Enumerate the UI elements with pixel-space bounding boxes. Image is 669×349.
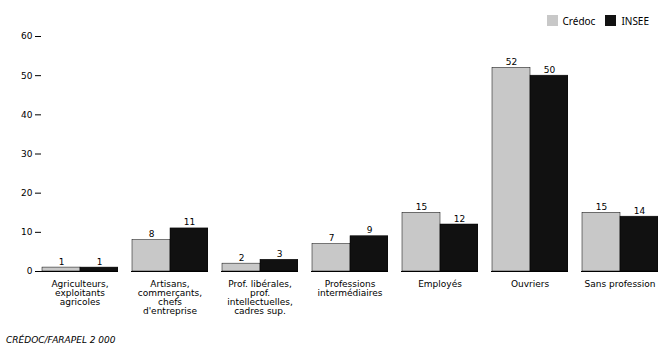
html-text:Crédoc: Crédoc xyxy=(562,13,596,28)
svg-text:2: 2 xyxy=(239,253,245,263)
svg-text:15: 15 xyxy=(596,202,607,212)
svg-text:Agriculteurs,exploitantsagrico: Agriculteurs,exploitantsagricoles xyxy=(51,279,108,307)
svg-text:1: 1 xyxy=(59,257,65,267)
svg-text:9: 9 xyxy=(367,225,373,235)
svg-text:20: 20 xyxy=(21,188,33,198)
svg-text:40: 40 xyxy=(21,110,33,120)
svg-text:Artisans,commerçants,chefsd'en: Artisans,commerçants,chefsd'entreprise xyxy=(138,279,202,316)
svg-text:50: 50 xyxy=(21,71,33,81)
svg-text:11: 11 xyxy=(184,217,195,227)
svg-text:Employés: Employés xyxy=(418,279,462,289)
svg-text:15: 15 xyxy=(416,202,427,212)
svg-text:8: 8 xyxy=(149,229,155,239)
svg-text:10: 10 xyxy=(21,227,33,237)
svg-text:Ouvriers: Ouvriers xyxy=(511,279,550,289)
svg-text:0: 0 xyxy=(27,266,33,276)
svg-text:Professionsintermédiaires: Professionsintermédiaires xyxy=(317,279,382,298)
svg-text:30: 30 xyxy=(21,149,33,159)
svg-text:7: 7 xyxy=(329,233,335,243)
svg-text:Sans profession: Sans profession xyxy=(585,279,656,289)
svg-text:Prof. libérales,prof.intellect: Prof. libérales,prof.intellectuelles,cad… xyxy=(227,279,293,316)
svg-text:12: 12 xyxy=(454,214,465,224)
svg-text:3: 3 xyxy=(277,249,283,259)
svg-text:50: 50 xyxy=(544,65,556,75)
svg-text:60: 60 xyxy=(21,31,33,41)
svg-text:52: 52 xyxy=(506,57,517,67)
html-text:INSEE: INSEE xyxy=(621,13,649,28)
svg-text:14: 14 xyxy=(634,206,646,216)
html-text:CRÉDOC/FARAPEL 2 000: CRÉDOC/FARAPEL 2 000 xyxy=(6,335,116,345)
svg-text:1: 1 xyxy=(97,257,103,267)
